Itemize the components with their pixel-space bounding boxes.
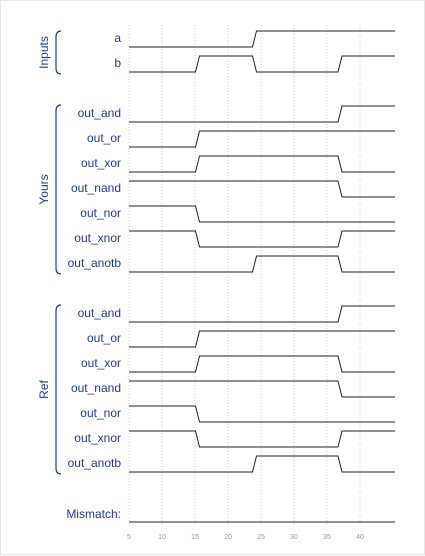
time-tick-label: 15 (191, 534, 199, 541)
out_xor-trace (129, 356, 395, 372)
group-label: Yours (37, 174, 51, 204)
group-bracket (56, 31, 61, 74)
group-label: Ref (37, 380, 51, 399)
time-tick-label: 30 (290, 534, 298, 541)
signal-row: out_and (78, 106, 395, 122)
group-yours: Yours out_and out_or out_xor out_nand out_nor… (37, 105, 395, 274)
out_or-label: out_or (87, 131, 121, 145)
a-label: a (114, 31, 121, 45)
signal-row: b (114, 56, 395, 72)
signal-row: out_xor (81, 156, 395, 172)
out_and-label: out_and (78, 306, 121, 320)
out_nand-trace (129, 181, 395, 197)
out_nor-trace (129, 406, 395, 422)
time-tick-label: 35 (323, 534, 331, 541)
mismatch-row: Mismatch: (66, 507, 395, 522)
out_nor-label: out_nor (80, 206, 121, 220)
time-tick-label: 40 (356, 534, 364, 541)
time-tick-label: 25 (257, 534, 265, 541)
out_anotb-trace (129, 456, 395, 472)
signal-row: out_anotb (68, 456, 395, 472)
out_or-label: out_or (87, 331, 121, 345)
signal-row: out_xnor (74, 431, 395, 447)
out_xnor-trace (129, 431, 395, 447)
out_xor-trace (129, 156, 395, 172)
b-label: b (114, 56, 121, 70)
out_and-trace (129, 106, 395, 122)
group-bracket (56, 305, 61, 474)
out_and-label: out_and (78, 106, 121, 120)
out_anotb-label: out_anotb (68, 456, 122, 470)
time-tick-label: 5 (127, 534, 131, 541)
out_xor-label: out_xor (81, 356, 121, 370)
group-label: Inputs (37, 36, 51, 69)
out_and-trace (129, 306, 395, 322)
group-ref: Ref out_and out_or out_xor out_nand out_norou… (37, 305, 395, 474)
out_xnor-trace (129, 231, 395, 247)
out_nand-label: out_nand (71, 381, 121, 395)
signal-row: out_nor (80, 406, 395, 422)
out_or-trace (129, 331, 395, 347)
time-gridlines (129, 25, 360, 526)
time-tick-label: 20 (224, 534, 232, 541)
group-inputs: Inputs ab (37, 31, 395, 74)
signal-row: out_nand (71, 181, 395, 197)
time-tick-label: 10 (158, 534, 166, 541)
out_nor-trace (129, 206, 395, 222)
signal-row: out_or (87, 131, 395, 147)
group-bracket (56, 105, 61, 274)
out_nand-trace (129, 381, 395, 397)
a-trace (129, 31, 395, 47)
out_nor-label: out_nor (80, 406, 121, 420)
signal-row: out_nor (80, 206, 395, 222)
signal-row: out_and (78, 306, 395, 322)
time-axis: 5 10 15 20 25 30 35 40 (127, 534, 364, 541)
signal-row: out_or (87, 331, 395, 347)
signal-row: out_xnor (74, 231, 395, 247)
out_or-trace (129, 131, 395, 147)
out_anotb-label: out_anotb (68, 256, 122, 270)
signal-row: out_anotb (68, 256, 395, 272)
out_xnor-label: out_xnor (74, 431, 121, 445)
signal-row: a (114, 31, 395, 47)
out_xnor-label: out_xnor (74, 231, 121, 245)
signal-row: out_xor (81, 356, 395, 372)
mismatch-label: Mismatch: (66, 507, 121, 521)
out_xor-label: out_xor (81, 156, 121, 170)
out_nand-label: out_nand (71, 181, 121, 195)
out_anotb-trace (129, 256, 395, 272)
b-trace (129, 56, 395, 72)
signal-row: out_nand (71, 381, 395, 397)
signal-groups: Inputs ab Yours out_and out_or out_xor out_nan… (37, 31, 395, 474)
